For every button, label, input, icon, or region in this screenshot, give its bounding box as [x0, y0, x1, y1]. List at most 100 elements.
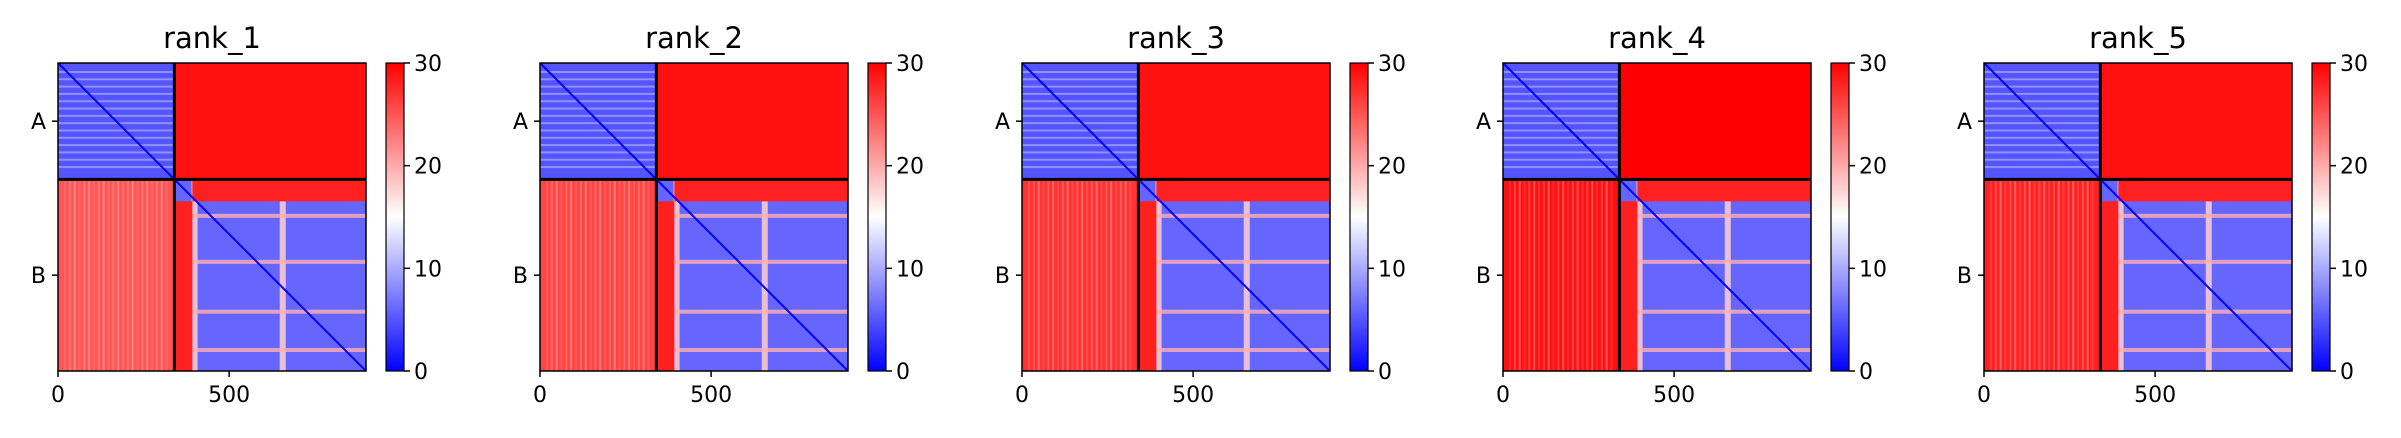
bb-flexible-region [1619, 201, 1638, 371]
plot-frame [1021, 62, 1331, 372]
panel-title: rank_2 [645, 21, 743, 55]
colorbar-tick-label: 30 [1378, 52, 1406, 77]
texture-streak [151, 179, 154, 371]
diagonal [1984, 63, 2292, 371]
bb-flexible-region [2100, 201, 2119, 371]
texture-streak [165, 179, 168, 371]
domain-gap-h [174, 213, 366, 218]
texture-streak [1115, 179, 1118, 371]
texture-streak [68, 179, 71, 371]
block-AB [174, 63, 366, 180]
texture-line [1022, 144, 1139, 147]
texture-line [1022, 92, 1139, 95]
texture-line [58, 144, 175, 147]
texture-streak [2048, 179, 2051, 371]
diagonal [58, 63, 366, 371]
domain-gap-h [1138, 309, 1330, 314]
texture-line [1022, 114, 1139, 117]
texture-streak [555, 179, 558, 371]
texture-streak [2081, 179, 2084, 371]
texture-line [1984, 92, 2101, 95]
texture-streak [575, 179, 578, 371]
texture-streak [1090, 179, 1093, 371]
domain-gap-h [656, 259, 848, 264]
texture-streak [155, 179, 158, 371]
domain-gap-h [1619, 259, 1811, 264]
texture-line [58, 114, 175, 117]
block-AB [2100, 63, 2292, 180]
colorbar-tick-label: 10 [1859, 257, 1887, 282]
domain-gap-v [761, 179, 768, 371]
texture-line [1503, 166, 1620, 169]
heatmap-panel-1: rank_1 A B 0 500 0 10 20 30 [31, 21, 442, 408]
colorbar [1830, 62, 1850, 372]
texture-streak [1562, 179, 1565, 371]
diagonal [1503, 63, 1811, 371]
texture-line [1022, 100, 1139, 103]
texture-line [1022, 122, 1139, 125]
domain-gap-h [174, 309, 366, 314]
texture-streak [2067, 179, 2070, 371]
texture-line [58, 158, 175, 161]
domain-gap-v [2205, 179, 2212, 371]
x-tick-label: 500 [1653, 383, 1695, 408]
texture-streak [1552, 179, 1555, 371]
texture-streak [117, 179, 120, 371]
block-BA [1022, 179, 1139, 371]
domain-gap-v [1155, 179, 1162, 371]
colorbar-tick-label: 10 [896, 257, 924, 282]
x-tick-label: 0 [1015, 383, 1029, 408]
texture-line [1022, 166, 1139, 169]
texture-line [1984, 129, 2101, 132]
texture-streak [2023, 179, 2026, 371]
texture-streak [1596, 179, 1599, 371]
texture-streak [1542, 179, 1545, 371]
texture-streak [2062, 179, 2065, 371]
texture-streak [2004, 179, 2007, 371]
domain-gap-h [1138, 213, 1330, 218]
texture-streak [1028, 179, 1030, 371]
texture-line [1503, 78, 1620, 81]
bb-flexible-region [192, 179, 366, 202]
texture-line [1984, 71, 2101, 73]
texture-streak [1509, 179, 1511, 371]
texture-streak [1586, 179, 1589, 371]
colorbar-tick-label: 10 [1378, 257, 1406, 282]
heatmap-panel-3: rank_3 A B 0 500 0 10 20 30 [995, 21, 1406, 408]
texture-line [1984, 114, 2101, 117]
domain-gap-h [2100, 259, 2292, 264]
texture-line [1984, 166, 2101, 169]
y-tick-label: B [1476, 264, 1491, 289]
bb-flexible-region [174, 201, 193, 371]
texture-streak [1571, 179, 1574, 371]
texture-streak [1061, 179, 1064, 371]
domain-gap-v [2117, 179, 2124, 371]
texture-streak [1066, 179, 1069, 371]
texture-streak [160, 179, 163, 371]
texture-streak [1105, 179, 1108, 371]
texture-line [1022, 136, 1139, 139]
texture-streak [141, 179, 144, 371]
texture-streak [2033, 179, 2036, 371]
texture-line [1503, 100, 1620, 103]
x-tick-label: 500 [208, 383, 250, 408]
texture-streak [1600, 179, 1603, 371]
colorbar-tick-label: 0 [1378, 360, 1392, 385]
colorbar-tick-label: 0 [414, 360, 428, 385]
texture-streak [93, 179, 96, 371]
texture-streak [560, 179, 563, 371]
texture-streak [1567, 179, 1570, 371]
y-tick-label: A [995, 110, 1010, 135]
heatmap-panel-2: rank_2 A B 0 500 0 10 20 30 [513, 21, 924, 408]
texture-line [1984, 78, 2101, 81]
block-AB [1619, 63, 1811, 180]
texture-line [58, 129, 175, 132]
texture-streak [1071, 179, 1074, 371]
block-AB [656, 63, 848, 180]
y-tick-label: B [995, 264, 1010, 289]
colorbar-tick-label: 0 [2340, 360, 2354, 385]
texture-line [58, 151, 175, 154]
texture-line [1022, 158, 1139, 161]
texture-streak [64, 179, 66, 371]
